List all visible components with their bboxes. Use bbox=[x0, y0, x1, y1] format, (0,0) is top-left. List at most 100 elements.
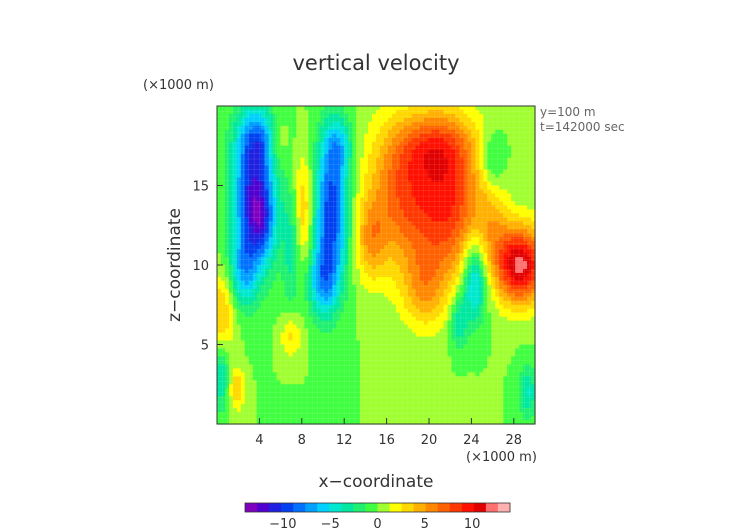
heatmap-cell bbox=[268, 106, 274, 111]
heatmap-cell bbox=[519, 229, 524, 234]
heatmap-cell bbox=[491, 300, 496, 306]
heatmap-cell bbox=[391, 288, 397, 294]
heatmap-cell bbox=[483, 300, 488, 306]
heatmap-cell bbox=[395, 276, 401, 282]
heatmap-cell bbox=[268, 352, 274, 358]
heatmap-cell bbox=[316, 253, 321, 258]
heatmap-cell bbox=[507, 253, 512, 258]
heatmap-cell bbox=[236, 173, 242, 179]
heatmap-cell bbox=[407, 233, 413, 238]
heatmap-cell bbox=[260, 292, 266, 298]
heatmap-cell bbox=[463, 348, 469, 354]
heatmap-cell bbox=[232, 113, 238, 119]
heatmap-cell bbox=[503, 276, 508, 282]
heatmap-cell bbox=[395, 161, 401, 167]
heatmap-cell bbox=[443, 197, 449, 203]
heatmap-cell bbox=[348, 161, 353, 167]
heatmap-cell bbox=[332, 308, 337, 314]
heatmap-cell bbox=[515, 336, 520, 342]
heatmap-cell bbox=[383, 189, 389, 195]
heatmap-cell bbox=[411, 181, 417, 187]
heatmap-cell bbox=[511, 336, 516, 342]
heatmap-cell bbox=[280, 185, 286, 191]
heatmap-cell bbox=[431, 332, 437, 338]
heatmap-cell bbox=[252, 225, 258, 230]
heatmap-cell bbox=[419, 225, 425, 230]
heatmap-cell bbox=[356, 205, 361, 210]
heatmap-cell bbox=[296, 268, 302, 274]
heatmap-cell bbox=[427, 225, 433, 230]
heatmap-cell bbox=[356, 225, 361, 230]
heatmap-cell bbox=[268, 189, 274, 195]
heatmap-cell bbox=[256, 177, 262, 183]
heatmap-cell bbox=[372, 161, 377, 167]
heatmap-cell bbox=[304, 280, 310, 286]
heatmap-cell bbox=[383, 181, 389, 187]
heatmap-cell bbox=[475, 324, 480, 330]
heatmap-cell bbox=[240, 229, 246, 234]
heatmap-cell bbox=[511, 145, 516, 151]
heatmap-cell bbox=[220, 312, 226, 318]
heatmap-cell bbox=[471, 217, 476, 222]
heatmap-cell bbox=[495, 324, 500, 330]
heatmap-cell bbox=[399, 217, 405, 222]
heatmap-cell bbox=[439, 165, 445, 171]
heatmap-cell bbox=[328, 197, 333, 203]
heatmap-cell bbox=[487, 280, 492, 286]
heatmap-cell bbox=[451, 268, 457, 274]
heatmap-cell bbox=[423, 245, 429, 250]
heatmap-cell bbox=[435, 129, 441, 135]
heatmap-cell bbox=[423, 121, 429, 127]
heatmap-cell bbox=[344, 185, 349, 191]
heatmap-cell bbox=[220, 241, 226, 246]
heatmap-cell bbox=[503, 157, 508, 163]
heatmap-cell bbox=[455, 205, 461, 210]
heatmap-cell bbox=[268, 193, 274, 199]
heatmap-cell bbox=[320, 157, 325, 163]
heatmap-cell bbox=[495, 288, 500, 294]
heatmap-cell bbox=[320, 173, 325, 179]
heatmap-cell bbox=[423, 300, 429, 306]
heatmap-cell bbox=[336, 149, 341, 155]
heatmap-cell bbox=[471, 276, 476, 282]
heatmap-cell bbox=[336, 229, 341, 234]
heatmap-cell bbox=[459, 308, 465, 314]
heatmap-cell bbox=[491, 249, 496, 254]
heatmap-cell bbox=[220, 288, 226, 294]
heatmap-cell bbox=[232, 109, 238, 115]
heatmap-cell bbox=[280, 348, 286, 354]
heatmap-cell bbox=[387, 268, 393, 274]
heatmap-cell bbox=[260, 217, 266, 222]
heatmap-cell bbox=[411, 300, 417, 306]
heatmap-cell bbox=[252, 185, 258, 191]
heatmap-cell bbox=[439, 217, 445, 222]
heatmap-cell bbox=[268, 265, 274, 270]
heatmap-cell bbox=[507, 328, 512, 334]
heatmap-cell bbox=[435, 265, 441, 270]
x-axis-label: x−coordinate bbox=[319, 472, 434, 492]
heatmap-cell bbox=[308, 157, 314, 163]
heatmap-cell bbox=[272, 233, 278, 238]
heatmap-cell bbox=[296, 257, 302, 262]
heatmap-cell bbox=[495, 121, 500, 127]
heatmap-cell bbox=[483, 320, 488, 326]
heatmap-cell bbox=[403, 340, 409, 346]
heatmap-cell bbox=[427, 304, 433, 310]
heatmap-cell bbox=[264, 276, 270, 282]
heatmap-cell bbox=[443, 109, 449, 115]
heatmap-cell bbox=[236, 237, 242, 242]
heatmap-cell bbox=[356, 268, 361, 274]
heatmap-cell bbox=[368, 125, 373, 131]
heatmap-cell bbox=[344, 344, 349, 350]
heatmap-cell bbox=[483, 189, 488, 195]
heatmap-cell bbox=[217, 109, 222, 115]
heatmap-cell bbox=[455, 121, 461, 127]
heatmap-cell bbox=[316, 340, 321, 346]
heatmap-cell bbox=[360, 217, 365, 222]
heatmap-cell bbox=[511, 149, 516, 155]
heatmap-cell bbox=[495, 261, 500, 266]
heatmap-cell bbox=[324, 268, 329, 274]
heatmap-cell bbox=[419, 332, 425, 338]
heatmap-cell bbox=[236, 308, 242, 314]
heatmap-cell bbox=[407, 137, 413, 143]
